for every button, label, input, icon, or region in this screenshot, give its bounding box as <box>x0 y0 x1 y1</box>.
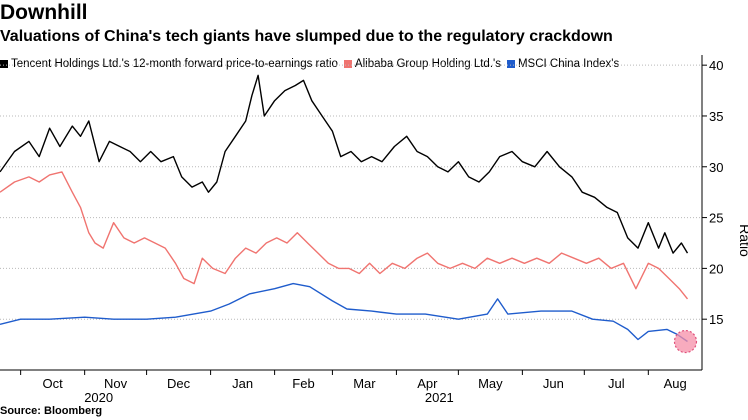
source-note: Source: Bloomberg <box>0 405 103 417</box>
x-tick-label-jan: Jan <box>232 376 253 391</box>
highlight-marker <box>673 329 698 354</box>
y-tick-label-15: 15 <box>709 312 723 327</box>
x-tick-label-oct: Oct <box>43 376 64 391</box>
legend-item-tencent: Tencent Holdings Ltd.'s 12-month forward… <box>0 58 338 70</box>
x-year-label-2021: 2021 <box>425 390 454 405</box>
series-line-msci <box>0 282 688 343</box>
legend-swatch-tencent <box>0 60 8 68</box>
x-tick-label-mar: Mar <box>353 376 376 391</box>
x-tick-label-apr: Apr <box>417 376 438 391</box>
y-tick-label-40: 40 <box>709 58 723 73</box>
legend-swatch-alibaba <box>343 60 352 68</box>
series-line-tencent <box>0 74 689 254</box>
x-tick-label-jul: Jul <box>608 376 625 391</box>
x-tick-label-jun: Jun <box>543 376 564 391</box>
x-tick-label-feb: Feb <box>292 376 314 391</box>
legend-label-tencent: Tencent Holdings Ltd.'s 12-month forward… <box>11 58 338 70</box>
x-year-label-2020: 2020 <box>84 390 113 405</box>
chart-legend: Tencent Holdings Ltd.'s 12-month forward… <box>0 55 625 73</box>
legend-item-msci: MSCI China Index's <box>506 58 620 70</box>
x-tick-label-nov: Nov <box>104 376 128 391</box>
legend-item-alibaba: Alibaba Group Holding Ltd.'s <box>343 58 501 70</box>
y-axis-label: Ratio <box>737 224 748 257</box>
legend-swatch-msci <box>506 60 515 68</box>
x-tick-label-dec: Dec <box>167 376 191 391</box>
series-line-alibaba <box>0 171 689 300</box>
legend-label-msci: MSCI China Index's <box>517 58 620 70</box>
y-tick-label-25: 25 <box>709 211 723 226</box>
chart-title: Downhill <box>0 1 88 24</box>
y-tick-label-35: 35 <box>709 109 723 124</box>
legend-label-alibaba: Alibaba Group Holding Ltd.'s <box>354 58 501 70</box>
chart-subtitle: Valuations of China's tech giants have s… <box>0 28 613 45</box>
x-tick-label-may: May <box>478 376 503 391</box>
y-tick-label-30: 30 <box>709 160 723 175</box>
y-tick-label-20: 20 <box>709 261 723 276</box>
x-tick-label-aug: Aug <box>664 376 687 391</box>
